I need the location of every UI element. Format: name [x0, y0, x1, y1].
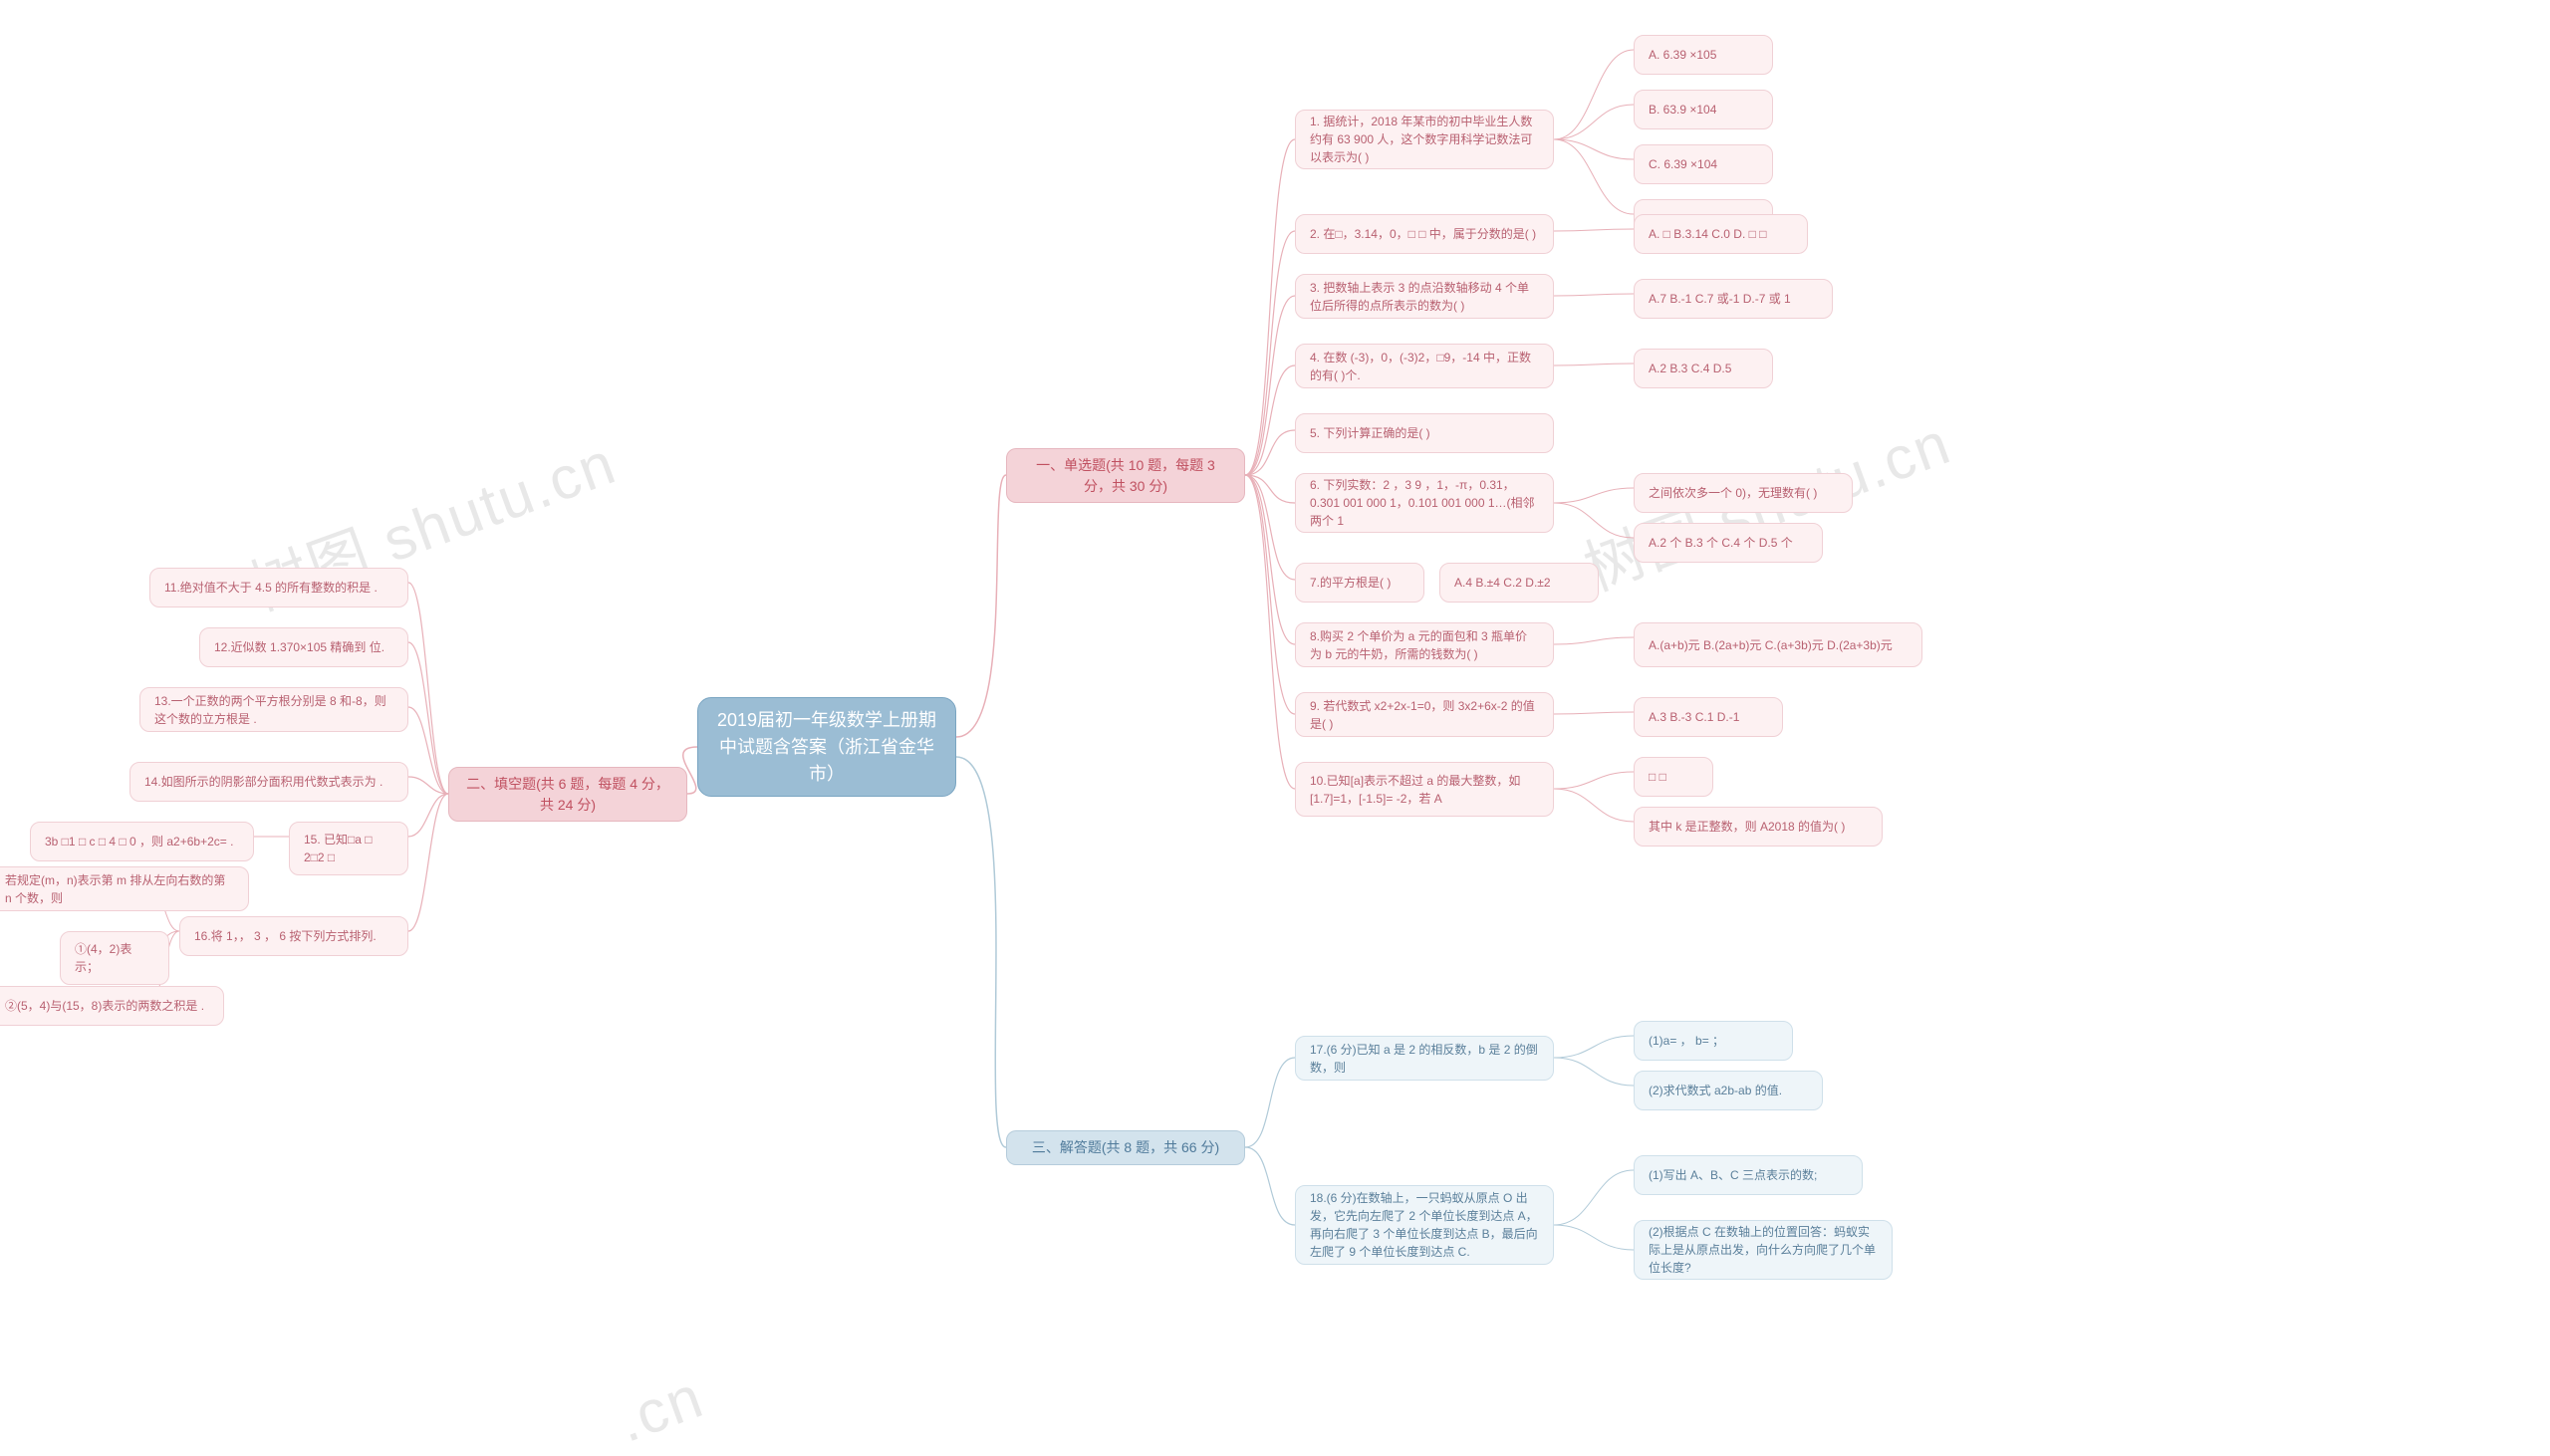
q5[interactable]: 5. 下列计算正确的是( ) [1295, 413, 1554, 453]
q6-opt-b[interactable]: A.2 个 B.3 个 C.4 个 D.5 个 [1634, 523, 1823, 563]
q1-opt-b[interactable]: B. 63.9 ×104 [1634, 90, 1773, 129]
f16c[interactable]: ②(5，4)与(15，8)表示的两数之积是 . [0, 986, 224, 1026]
f15[interactable]: 15. 已知□a □ 2□2 □ [289, 822, 408, 875]
f14[interactable]: 14.如图所示的阴影部分面积用代数式表示为 . [129, 762, 408, 802]
q4-opt[interactable]: A.2 B.3 C.4 D.5 [1634, 349, 1773, 388]
f16a[interactable]: 若规定(m，n)表示第 m 排从左向右数的第 n 个数，则 [0, 866, 249, 911]
branch-3[interactable]: 三、解答题(共 8 题，共 66 分) [1006, 1130, 1245, 1165]
q9-opt[interactable]: A.3 B.-3 C.1 D.-1 [1634, 697, 1783, 737]
q8[interactable]: 8.购买 2 个单价为 a 元的面包和 3 瓶单价为 b 元的牛奶，所需的钱数为… [1295, 622, 1554, 667]
f15b[interactable]: 3b □1 □ c □ 4 □ 0 ，则 a2+6b+2c= . [30, 822, 254, 861]
f16[interactable]: 16.将 1，， 3 ， 6 按下列方式排列. [179, 916, 408, 956]
branch-1[interactable]: 一、单选题(共 10 题，每题 3 分，共 30 分) [1006, 448, 1245, 503]
watermark-3: .cn [609, 1361, 712, 1455]
q3[interactable]: 3. 把数轴上表示 3 的点沿数轴移动 4 个单位后所得的点所表示的数为( ) [1295, 274, 1554, 319]
q10-opt-a[interactable]: □ □ [1634, 757, 1713, 797]
q7-opt[interactable]: A.4 B.±4 C.2 D.±2 [1439, 563, 1599, 603]
s17a[interactable]: (1)a= ， b= ； [1634, 1021, 1793, 1061]
s18a[interactable]: (1)写出 A、B、C 三点表示的数; [1634, 1155, 1863, 1195]
q10-opt-b[interactable]: 其中 k 是正整数，则 A2018 的值为( ) [1634, 807, 1883, 847]
q6[interactable]: 6. 下列实数：2 ，3 9 ，1，-π，0.31，0.301 001 000 … [1295, 473, 1554, 533]
q2-opt[interactable]: A. □ B.3.14 C.0 D. □ □ [1634, 214, 1808, 254]
q10[interactable]: 10.已知[a]表示不超过 a 的最大整数，如[1.7]=1，[-1.5]= -… [1295, 762, 1554, 817]
s18[interactable]: 18.(6 分)在数轴上，一只蚂蚁从原点 O 出发，它先向左爬了 2 个单位长度… [1295, 1185, 1554, 1265]
q7[interactable]: 7.的平方根是( ) [1295, 563, 1424, 603]
root-node[interactable]: 2019届初一年级数学上册期中试题含答案（浙江省金华市） [697, 697, 956, 797]
f16b[interactable]: ①(4，2)表示； [60, 931, 169, 985]
q1-opt-c[interactable]: C. 6.39 ×104 [1634, 144, 1773, 184]
f12[interactable]: 12.近似数 1.370×105 精确到 位. [199, 627, 408, 667]
q3-opt[interactable]: A.7 B.-1 C.7 或-1 D.-7 或 1 [1634, 279, 1833, 319]
q2[interactable]: 2. 在□，3.14，0，□ □ 中，属于分数的是( ) [1295, 214, 1554, 254]
q8-opt[interactable]: A.(a+b)元 B.(2a+b)元 C.(a+3b)元 D.(2a+3b)元 [1634, 622, 1922, 667]
branch-2[interactable]: 二、填空题(共 6 题，每题 4 分，共 24 分) [448, 767, 687, 822]
q6-opt-a[interactable]: 之间依次多一个 0)，无理数有( ) [1634, 473, 1853, 513]
q1-opt-a[interactable]: A. 6.39 ×105 [1634, 35, 1773, 75]
s17[interactable]: 17.(6 分)已知 a 是 2 的相反数，b 是 2 的倒数，则 [1295, 1036, 1554, 1081]
f11[interactable]: 11.绝对值不大于 4.5 的所有整数的积是 . [149, 568, 408, 607]
q1[interactable]: 1. 据统计，2018 年某市的初中毕业生人数约有 63 900 人，这个数字用… [1295, 110, 1554, 169]
q4[interactable]: 4. 在数 (-3)，0，(-3)2，□9，-14 中，正数的有( )个. [1295, 344, 1554, 388]
s17b[interactable]: (2)求代数式 a2b-ab 的值. [1634, 1071, 1823, 1110]
s18b[interactable]: (2)根据点 C 在数轴上的位置回答：蚂蚁实际上是从原点出发，向什么方向爬了几个… [1634, 1220, 1893, 1280]
q9[interactable]: 9. 若代数式 x2+2x-1=0，则 3x2+6x-2 的值是( ) [1295, 692, 1554, 737]
f13[interactable]: 13.一个正数的两个平方根分别是 8 和-8，则这个数的立方根是 . [139, 687, 408, 732]
